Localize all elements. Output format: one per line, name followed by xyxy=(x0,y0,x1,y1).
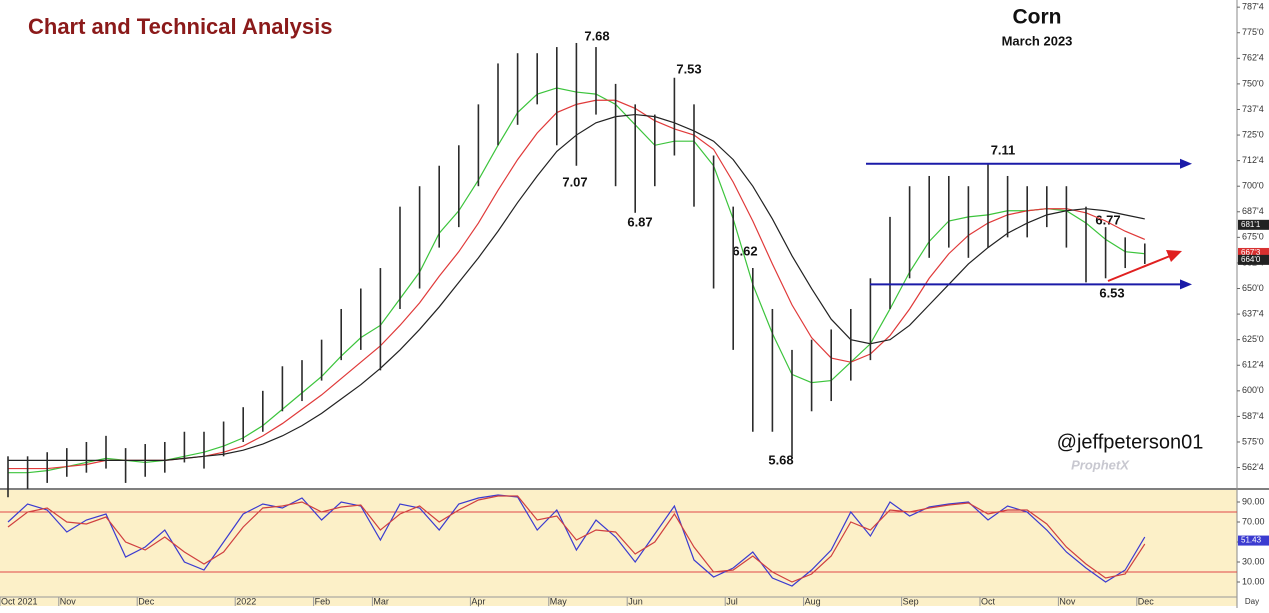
y-tick-label: 762'4 xyxy=(1242,53,1264,63)
y-tick-label: 700'0 xyxy=(1242,181,1264,191)
x-tick-label: Nov xyxy=(1059,596,1076,606)
price-tag xyxy=(1238,219,1269,230)
price-tag xyxy=(1238,247,1269,258)
trend-arrowhead xyxy=(1166,250,1182,262)
current-tag-label: 51.43 xyxy=(1241,536,1262,545)
x-tick-label: Jul xyxy=(726,596,738,606)
annotation: 7.11 xyxy=(991,142,1016,157)
y-tick-label: 787'4 xyxy=(1242,2,1264,12)
y-tick-label: 675'0 xyxy=(1242,232,1264,242)
author: @jeffpeterson01 xyxy=(1057,431,1204,453)
y-tick-label: 687'4 xyxy=(1242,206,1264,216)
x-tick-label: May xyxy=(550,596,568,606)
x-tick-label: Dec xyxy=(138,596,155,606)
x-tick-label: Jun xyxy=(628,596,643,606)
y-tick-label: 562'4 xyxy=(1242,462,1264,472)
y-tick-label: 650'0 xyxy=(1242,283,1264,293)
y-tick-label: 612'4 xyxy=(1242,360,1264,370)
y-tick-label: 70.00 xyxy=(1242,516,1265,526)
x-tick-label: Apr xyxy=(471,596,485,606)
y-tick-label: 737'4 xyxy=(1242,104,1264,114)
annotation: 7.53 xyxy=(676,61,701,76)
interval-button[interactable]: Day xyxy=(1245,597,1259,606)
annotation: 5.68 xyxy=(768,452,793,467)
chart-title: Chart and Technical Analysis xyxy=(28,14,332,39)
watermark: ProphetX xyxy=(1071,457,1130,472)
y-tick-label: 30.00 xyxy=(1242,556,1265,566)
y-tick-label: 775'0 xyxy=(1242,27,1264,37)
x-tick-label: Sep xyxy=(903,596,919,606)
price-tag-label: 664'0 xyxy=(1241,255,1261,264)
annotation: 7.07 xyxy=(562,174,587,189)
oscillator-line xyxy=(7,495,1146,583)
x-tick-label: Dec xyxy=(1138,596,1155,606)
price-tag-label: 667'3 xyxy=(1241,248,1261,257)
level-arrowhead xyxy=(1180,279,1192,290)
trend-arrow xyxy=(1107,255,1171,282)
oscillator-panel xyxy=(0,490,1237,606)
annotation: 6.87 xyxy=(627,214,652,229)
annotation: 6.53 xyxy=(1099,285,1124,300)
y-tick-label: 587'4 xyxy=(1242,411,1264,421)
oscillator-line xyxy=(7,494,1146,587)
annotation: 6.77 xyxy=(1095,212,1120,227)
y-tick-label: 712'4 xyxy=(1242,155,1264,165)
x-tick-label: Aug xyxy=(805,596,821,606)
price-tag xyxy=(1238,254,1269,265)
y-tick-label: 600'0 xyxy=(1242,385,1264,395)
y-tick-label: 637'4 xyxy=(1242,308,1264,318)
y-tick-label: 750'0 xyxy=(1242,78,1264,88)
contract: March 2023 xyxy=(1002,33,1073,48)
y-tick-label: 90.00 xyxy=(1242,496,1265,506)
x-tick-label: Oct xyxy=(981,596,996,606)
price-tag-label: 681'1 xyxy=(1241,220,1261,229)
current-tag xyxy=(1238,535,1269,546)
y-tick-label: 575'0 xyxy=(1242,436,1264,446)
level-arrowhead xyxy=(1180,158,1192,169)
y-tick-label: 10.00 xyxy=(1242,576,1265,586)
x-tick-label: Mar xyxy=(373,596,389,606)
x-tick-label: Nov xyxy=(60,596,77,606)
x-tick-label: Oct 2021 xyxy=(1,596,38,606)
y-tick-label: 725'0 xyxy=(1242,129,1264,139)
x-tick-label: Feb xyxy=(315,596,331,606)
annotation: 7.68 xyxy=(584,28,609,43)
y-tick-label: 625'0 xyxy=(1242,334,1264,344)
annotation: 6.62 xyxy=(732,243,757,258)
chart-subtitle: Corn xyxy=(1013,6,1062,29)
x-tick-label: 2022 xyxy=(236,596,256,606)
